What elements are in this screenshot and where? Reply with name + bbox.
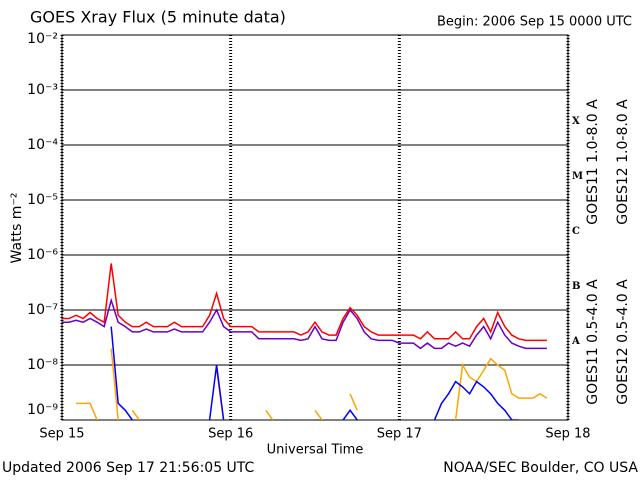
legend-label: GOES11 1.0-8.0 A: [585, 99, 601, 225]
x-tick-label: Sep 18: [545, 427, 590, 442]
series-line: [62, 263, 547, 342]
y-axis-label: Watts m⁻²: [9, 193, 25, 264]
flare-class-label: A: [571, 336, 580, 347]
chart-subtitle: Begin: 2006 Sep 15 0000 UTC: [437, 15, 632, 30]
y-tick-label: 10⁻⁵: [27, 192, 58, 208]
x-axis-label: Universal Time: [267, 443, 364, 458]
legend-label: GOES11 0.5-4.0 A: [585, 279, 601, 405]
y-tick-label: 10⁻⁸: [27, 357, 58, 373]
plot-area: [62, 263, 548, 420]
y-tick-label: 10⁻⁴: [27, 137, 58, 153]
y-tick-label: 10⁻⁶: [27, 247, 58, 263]
footer-left: Updated 2006 Sep 17 21:56:05 UTC: [2, 460, 255, 476]
series-line: [76, 348, 548, 420]
y-tick-label: 10⁻²: [27, 31, 58, 47]
flare-class-label: C: [572, 226, 580, 237]
plot-frame: [61, 34, 569, 421]
y-tick-label: 10⁻³: [27, 82, 58, 98]
y-tick-label: 10⁻⁹: [27, 402, 58, 418]
series-line: [62, 297, 547, 350]
x-tick-label: Sep 16: [208, 427, 253, 442]
x-tick-label: Sep 17: [377, 427, 422, 442]
x-tick-label: Sep 15: [39, 427, 84, 442]
legend-label: GOES12 1.0-8.0 A: [615, 99, 631, 225]
y-tick-label: 10⁻⁷: [27, 302, 58, 318]
flare-class-label: B: [572, 281, 580, 292]
chart-title: GOES Xray Flux (5 minute data): [30, 8, 286, 27]
flare-class-label: M: [572, 171, 583, 182]
footer-right: NOAA/SEC Boulder, CO USA: [443, 460, 638, 476]
series-line: [110, 326, 519, 420]
flare-class-label: X: [572, 116, 580, 127]
legend-label: GOES12 0.5-4.0 A: [615, 279, 631, 405]
